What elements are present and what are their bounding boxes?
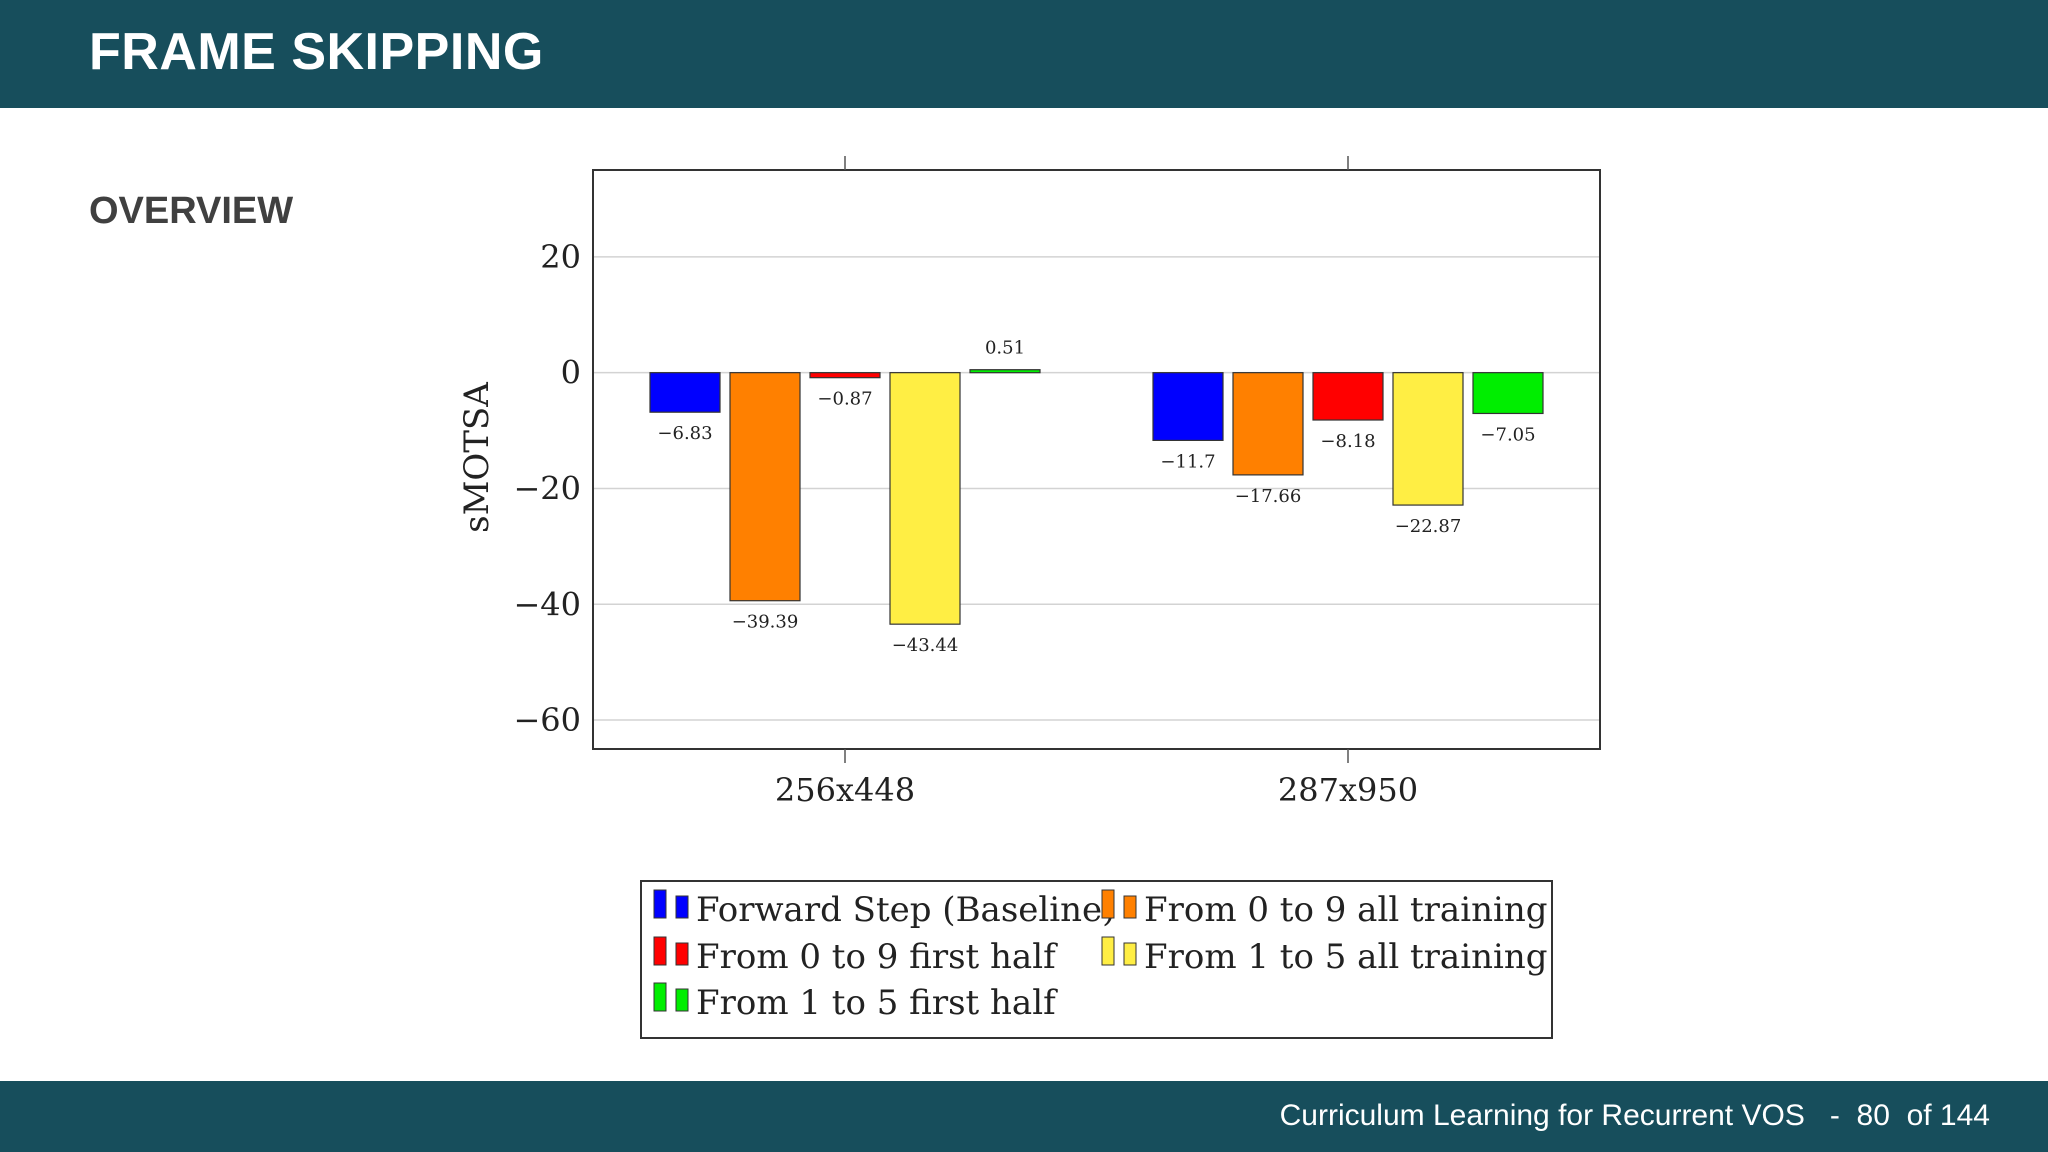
footer-title: Curriculum Learning for Recurrent VOS — [1279, 1099, 1805, 1132]
page-number: 80 — [1856, 1099, 1890, 1132]
legend-entry-label: From 1 to 5 all training — [1144, 937, 1548, 977]
legend-entry-label: Forward Step (Baseline) — [696, 890, 1115, 930]
bar-value-label: −0.87 — [817, 389, 872, 410]
slide-title: FRAME SKIPPING — [89, 23, 544, 81]
bar-value-label: −6.83 — [657, 423, 712, 444]
bar — [889, 372, 961, 625]
x-tick-label: 256x448 — [775, 771, 915, 809]
x-tick-label: 287x950 — [1278, 771, 1418, 809]
bar — [1472, 372, 1544, 415]
legend-entry-label: From 1 to 5 first half — [696, 983, 1058, 1023]
legend-swatch — [675, 895, 689, 919]
y-tick-label: 20 — [540, 238, 581, 276]
legend-swatch — [653, 982, 667, 1012]
bar-value-label: −39.39 — [732, 612, 799, 633]
legend-entry-label: From 0 to 9 first half — [696, 937, 1058, 977]
y-tick-label: 0 — [561, 354, 581, 392]
legend-entry-label: From 0 to 9 all training — [1144, 890, 1548, 930]
y-axis-title: sMOTSA — [457, 382, 497, 533]
plot-frame — [592, 169, 1601, 750]
legend: Forward Step (Baseline) From 0 to 9 all t… — [640, 880, 1553, 1039]
legend-swatch — [1123, 895, 1137, 919]
bar-value-label: −43.44 — [892, 635, 959, 656]
bar-value-label: −17.66 — [1235, 486, 1302, 507]
footer-text: Curriculum Learning for Recurrent VOS - … — [1280, 1099, 1990, 1133]
bar — [1232, 372, 1304, 476]
bar — [1392, 372, 1464, 506]
bar — [1312, 372, 1384, 421]
y-tick-label: −60 — [513, 701, 581, 739]
page-total: of 144 — [1906, 1099, 1990, 1132]
slide-header: FRAME SKIPPING — [0, 0, 2048, 108]
bar-value-label: −11.7 — [1160, 451, 1215, 472]
bar-value-label: 0.51 — [985, 338, 1025, 359]
legend-box — [640, 880, 1553, 1039]
bar-value-label: −8.18 — [1320, 431, 1375, 452]
y-tick-label: −20 — [513, 469, 581, 507]
bar-value-label: −22.87 — [1395, 516, 1462, 537]
bar-value-label: −7.05 — [1480, 424, 1535, 445]
footer-separator: - — [1829, 1099, 1840, 1132]
bar — [649, 372, 721, 413]
slide-footer: Curriculum Learning for Recurrent VOS - … — [0, 1081, 2048, 1152]
bar — [809, 372, 881, 379]
legend-swatch — [653, 936, 667, 966]
bar-chart: 20 0 −20 −40 −60 sMOTSA 256x448 −6.83 −39.39 −0.8… — [457, 156, 1601, 1039]
bar — [1152, 372, 1224, 441]
legend-swatch — [675, 988, 689, 1012]
y-tick-label: −40 — [513, 585, 581, 623]
slide-subtitle: OVERVIEW — [89, 190, 294, 232]
bar — [969, 369, 1041, 374]
legend-swatch — [1101, 936, 1115, 966]
bar — [729, 372, 801, 602]
legend-swatch — [653, 889, 667, 919]
legend-swatch — [1123, 942, 1137, 966]
legend-swatch — [675, 942, 689, 966]
legend-swatch — [1101, 889, 1115, 919]
